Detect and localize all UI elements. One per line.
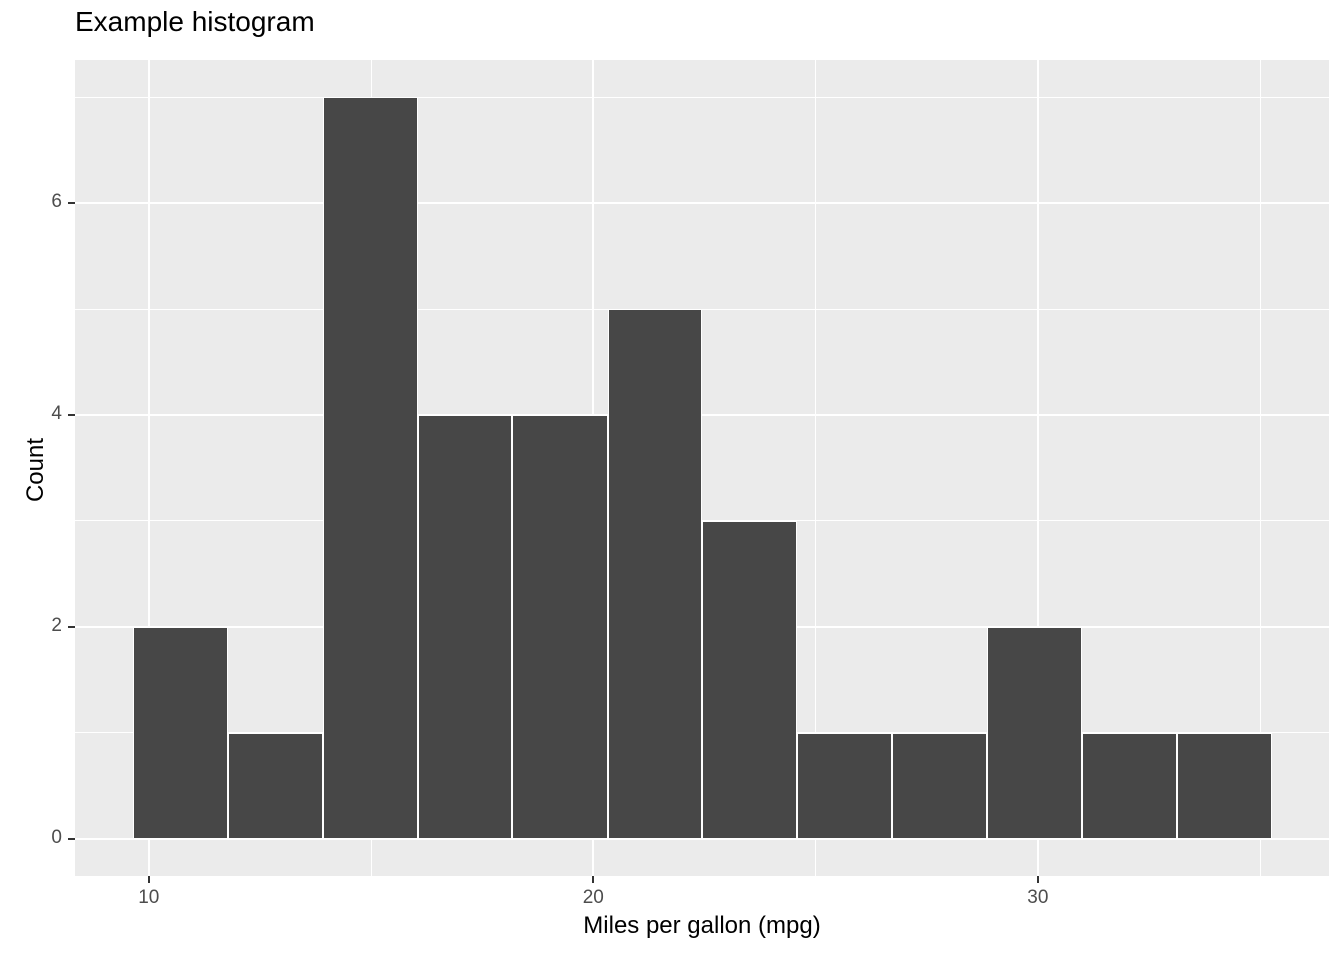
y-axis-title: Count [22, 437, 49, 503]
y-tick-label: 2 [51, 614, 62, 636]
histogram-bar [702, 520, 798, 839]
minor-gridline-x-35 [1259, 60, 1261, 876]
histogram-bar [987, 626, 1082, 839]
x-tick-label: 10 [138, 887, 160, 908]
y-axis-tick [68, 414, 75, 416]
major-gridline-x-10 [147, 60, 150, 876]
histogram-bar [322, 97, 418, 839]
major-gridline-x-30 [1036, 60, 1039, 876]
histogram-bar [892, 732, 988, 839]
x-axis-tick [592, 876, 595, 883]
y-tick-label: 6 [51, 191, 62, 213]
histogram-bar [1081, 732, 1177, 839]
y-axis-tick [68, 625, 75, 628]
histogram-bar [132, 626, 228, 839]
major-gridline-y-0 [75, 837, 1329, 840]
x-axis-tick [1036, 876, 1039, 883]
y-axis-tick [68, 837, 75, 840]
x-tick-label: 30 [1027, 887, 1049, 908]
x-tick-label: 20 [582, 887, 604, 908]
chart-title: Example histogram [75, 6, 315, 37]
minor-gridline-x-25 [815, 60, 817, 876]
histogram-bar [797, 732, 893, 839]
histogram-bar [227, 732, 323, 839]
major-gridline-y-6 [75, 202, 1329, 205]
minor-gridline-y-7 [75, 96, 1329, 98]
y-tick-label: 4 [51, 403, 62, 424]
x-axis-title: Miles per gallon (mpg) [583, 912, 821, 939]
x-axis-tick [147, 876, 150, 883]
histogram-bar [607, 309, 703, 839]
plot-panel [75, 60, 1329, 876]
histogram-bar [1176, 732, 1272, 839]
y-axis-tick [68, 202, 75, 205]
histogram-bar [417, 415, 513, 839]
y-tick-label: 0 [51, 826, 62, 848]
histogram-bar [512, 415, 608, 839]
